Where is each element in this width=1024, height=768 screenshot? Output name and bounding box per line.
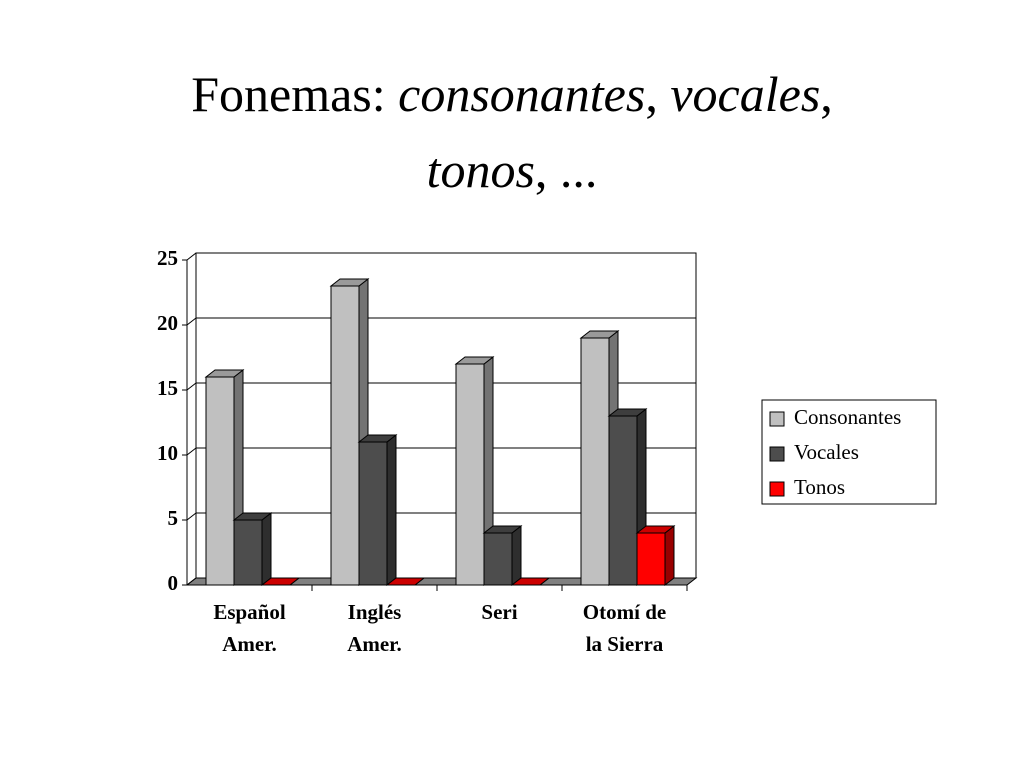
y-tick-label: 10 [157,441,178,465]
bar [358,441,388,586]
grid-line-side [186,252,197,261]
legend-box [761,399,937,505]
x-tick-label: Inglés [348,600,402,624]
title-segment: consonantes [398,66,645,122]
bar [636,532,666,586]
title-segment: , [645,66,670,122]
grid-line-side [186,447,197,456]
legend-swatch [769,411,785,427]
bar [483,532,513,586]
bar-side [664,524,675,587]
legend-label: Vocales [794,440,859,464]
x-tick-label: Amer. [347,632,402,656]
grid-line-side [186,577,197,586]
bar [580,337,610,586]
y-tick-label: 0 [168,571,179,595]
bar-side [511,524,522,587]
bar-top [385,577,426,586]
legend-label: Consonantes [794,405,901,429]
bar-top [260,577,301,586]
x-tick-label: Amer. [222,632,277,656]
title-segment: vocales [670,66,820,122]
title-segment: , [820,66,833,122]
title-line: Fonemas: consonantes, vocales, [191,66,833,122]
bar [205,376,235,586]
title-segment: Fonemas: [191,66,398,122]
grid-line-side [186,382,197,391]
bar [330,285,360,586]
bar-top [510,577,551,586]
bar [233,519,263,586]
x-tick-label: Español [213,600,286,624]
title-segment: , ... [535,142,598,198]
bar-side [386,433,397,587]
legend-swatch [769,481,785,497]
legend-swatch [769,446,785,462]
bar [608,415,638,586]
grid-line-side [186,512,197,521]
title-line: tonos, ... [427,142,598,198]
y-tick-label: 20 [157,311,178,335]
y-tick-label: 25 [157,246,178,270]
bar-side [261,511,272,587]
bar [455,363,485,586]
chart-title: Fonemas: consonantes, vocales, tonos, ... [191,66,833,198]
title-segment: tonos [427,142,535,198]
y-tick-label: 5 [168,506,179,530]
x-tick-label: Otomí de [583,600,666,624]
y-tick-label: 15 [157,376,178,400]
x-tick-label: la Sierra [586,632,664,656]
x-tick-label: Seri [481,600,517,624]
legend-label: Tonos [794,475,845,499]
grid-line-side [186,317,197,326]
